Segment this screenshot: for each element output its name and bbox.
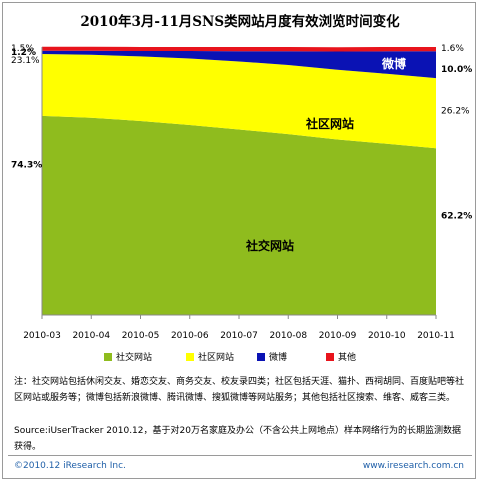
x-tick-label: 2010-08 <box>269 331 307 341</box>
right-value-label: 62.2% <box>441 212 472 222</box>
area-3 <box>42 50 436 79</box>
x-tick-label: 2010-06 <box>171 331 209 341</box>
area-label: 社交网站 <box>245 238 294 253</box>
x-tick-label: 2010-09 <box>319 331 357 341</box>
legend-label: 其他 <box>338 353 357 363</box>
left-value-label: 1.2% <box>11 48 36 58</box>
legend-item: 微博 <box>257 350 287 363</box>
x-tick-label: 2010-11 <box>417 331 455 341</box>
left-value-label: 1.5% <box>11 44 34 54</box>
right-value-label: 26.2% <box>441 106 470 116</box>
legend-item: 其他 <box>326 350 356 363</box>
area-label: 微博 <box>381 56 406 71</box>
legend-swatch <box>104 352 112 361</box>
legend-swatch <box>186 352 194 361</box>
area-4 <box>42 46 436 52</box>
left-value-label: 74.3% <box>11 161 42 171</box>
footer-divider <box>8 455 472 456</box>
chart-source: Source:iUserTracker 2010.12，基于对20万名家庭及办公… <box>14 426 461 452</box>
x-tick-label: 2010-07 <box>220 331 258 341</box>
stacked-area-chart: 2010-03 2010-04 2010-05 2010-06 2010-07 2010-… <box>11 44 472 341</box>
area-label: 社区网站 <box>305 116 354 131</box>
legend-label: 社区网站 <box>198 353 235 363</box>
left-value-label: 23.1% <box>11 56 40 66</box>
legend-label: 微博 <box>269 353 288 363</box>
chart-title: 2010年3月-11月SNS类网站月度有效浏览时间变化 <box>80 14 400 30</box>
x-tick-label: 2010-05 <box>122 331 160 341</box>
area-1 <box>42 115 436 315</box>
copyright-text: ©2010.12 iResearch Inc. <box>14 461 126 471</box>
chart-frame <box>2 2 476 479</box>
right-value-label: 10.0% <box>441 65 472 75</box>
legend-swatch <box>257 352 265 361</box>
legend-item: 社交网站 <box>104 350 152 363</box>
chart-note: 注：社交网站包括休闲交友、婚恋交友、商务交友、校友录四类；社区包括天涯、猫扑、西… <box>14 377 465 403</box>
area-2 <box>42 53 436 149</box>
legend-label: 社交网站 <box>116 353 153 363</box>
x-tick-label: 2010-03 <box>23 331 61 341</box>
x-tick-label: 2010-04 <box>72 331 110 341</box>
legend-swatch <box>326 352 334 361</box>
x-tick-label: 2010-10 <box>368 331 406 341</box>
website-url: www.iresearch.com.cn <box>362 461 464 471</box>
legend-item: 社区网站 <box>186 350 234 363</box>
right-value-label: 1.6% <box>441 44 464 54</box>
